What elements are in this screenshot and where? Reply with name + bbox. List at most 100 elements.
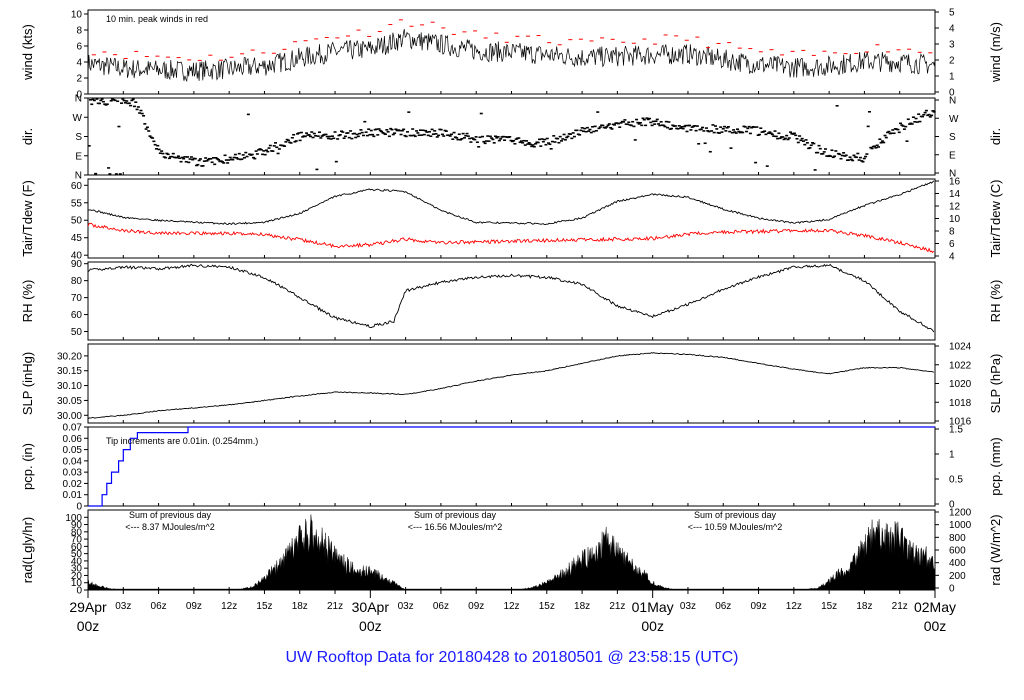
y-right-tick-label: 1.5 [949, 425, 963, 436]
y-tick-label: 8 [76, 26, 82, 37]
y-right-tick-label: 0.5 [949, 475, 963, 486]
y-tick-label: E [75, 151, 82, 162]
y-right-tick-label: 1020 [949, 379, 972, 390]
x-hour-label: 09z [750, 601, 766, 612]
y-axis-label-right: wind (m/s) [988, 22, 1003, 83]
y-right-tick-label: 1024 [949, 342, 972, 353]
y-axis-label: RH (%) [20, 280, 35, 323]
y-right-tick-label: 1 [949, 450, 955, 461]
series-sea-level-pressure [87, 352, 934, 420]
y-tick-label: 60 [71, 181, 83, 192]
x-hour-label: 12z [503, 601, 519, 612]
daily-sum-label: Sum of previous day [129, 510, 212, 520]
y-axis-label: dir. [20, 128, 35, 145]
y-tick-label: 0.05 [63, 445, 83, 456]
x-date-label: 29Apr [69, 599, 107, 615]
y-right-tick-label: 4 [949, 252, 955, 263]
y-right-tick-label: 800 [949, 533, 966, 544]
y-tick-label: 4 [76, 58, 82, 69]
y-tick-label: 100 [65, 513, 82, 524]
y-right-tick-label: 1018 [949, 398, 972, 409]
y-right-tick-label: 3 [949, 40, 955, 51]
precip-annotation: Tip increments are 0.01in. (0.254mm.) [106, 436, 258, 446]
y-tick-label: 30.15 [57, 366, 82, 377]
y-tick-label: 60 [71, 310, 83, 321]
y-tick-label: 40 [71, 251, 83, 262]
panel-frame-7 [87, 509, 936, 591]
series-peak-winds [91, 19, 933, 61]
y-tick-label: 45 [71, 233, 83, 244]
y-tick-label: 0.04 [63, 456, 83, 467]
x-date-label: 02May [914, 599, 956, 615]
y-tick-label: 0.03 [63, 468, 83, 479]
y-tick-label: 30.20 [57, 351, 82, 362]
y-axis-label-right: RH (%) [988, 280, 1003, 323]
x-hour-label: 18z [574, 601, 590, 612]
y-right-tick-label: 6 [949, 239, 955, 250]
y-tick-label: 55 [71, 198, 83, 209]
x-date-hour-label: 00z [359, 618, 382, 634]
y-tick-label: 6 [76, 42, 82, 53]
y-right-tick-label: 14 [949, 189, 961, 200]
y-axis-label: SLP (inHg) [20, 352, 35, 415]
y-tick-label: 90 [71, 520, 83, 531]
y-tick-label: 50 [71, 216, 83, 227]
panel-frame-3 [87, 178, 936, 259]
x-hour-label: 06z [433, 601, 449, 612]
y-tick-label: 30.10 [57, 381, 82, 392]
x-date-label: 30Apr [352, 599, 390, 615]
x-hour-label: 21z [609, 601, 625, 612]
y-tick-label: 50 [71, 549, 83, 560]
daily-sum-label: Sum of previous day [414, 510, 497, 520]
y-tick-label: 0 [76, 502, 82, 513]
y-tick-label: 0.06 [63, 434, 83, 445]
x-hour-label: 21z [892, 601, 908, 612]
y-right-tick-label: 0 [949, 88, 955, 99]
y-tick-label: 80 [71, 527, 83, 538]
y-right-tick-label: 12 [949, 202, 961, 213]
y-axis-label-right: Tair/Tdew (C) [988, 179, 1003, 257]
x-hour-label: 03z [680, 601, 696, 612]
y-axis-label-right: rad (W/m^2) [988, 514, 1003, 585]
y-axis-label-right: pcp. (mm) [988, 437, 1003, 496]
y-tick-label: 70 [71, 293, 83, 304]
series-precipitation [88, 426, 935, 507]
y-right-tick-label: 0 [949, 584, 955, 595]
y-right-tick-label: 200 [949, 571, 966, 582]
wind-annotation: 10 min. peak winds in red [106, 14, 208, 24]
y-tick-label: 70 [71, 535, 83, 546]
y-right-tick-label: 1000 [949, 520, 972, 531]
x-hour-label: 06z [715, 601, 731, 612]
panel-frame-2 [87, 97, 936, 176]
y-tick-label: 0.02 [63, 479, 83, 490]
x-hour-label: 18z [856, 601, 872, 612]
y-right-tick-label: 400 [949, 558, 966, 569]
y-tick-label: W [73, 113, 83, 124]
y-tick-label: 50 [71, 327, 83, 338]
y-tick-label: 30 [71, 564, 83, 575]
x-hour-label: 03z [398, 601, 414, 612]
panel-frame-1 [87, 9, 936, 95]
series-wind-direction [87, 98, 936, 175]
x-hour-label: 18z [292, 601, 308, 612]
y-right-tick-label: E [949, 150, 956, 161]
y-axis-label: pcp. (in) [20, 443, 35, 490]
series-dewpoint [87, 222, 935, 254]
y-right-tick-label: 10 [949, 214, 961, 225]
y-tick-label: 30.00 [57, 411, 82, 422]
x-hour-label: 09z [186, 601, 202, 612]
y-tick-label: 40 [71, 556, 83, 567]
daily-sum-value: <--- 10.59 MJoules/m^2 [688, 522, 783, 532]
y-right-tick-label: 16 [949, 177, 961, 188]
y-right-tick-label: 600 [949, 546, 966, 557]
x-date-hour-label: 00z [77, 618, 100, 634]
y-tick-label: 0 [76, 90, 82, 101]
series-air-temperature [87, 180, 935, 226]
y-right-tick-label: 5 [949, 8, 955, 19]
y-axis-label-right: dir. [988, 128, 1003, 145]
y-tick-label: 2 [76, 74, 82, 85]
y-right-tick-label: W [949, 114, 959, 125]
y-axis-label: rad(Lgly/hr) [20, 517, 35, 583]
series-solar-radiation [87, 514, 936, 591]
